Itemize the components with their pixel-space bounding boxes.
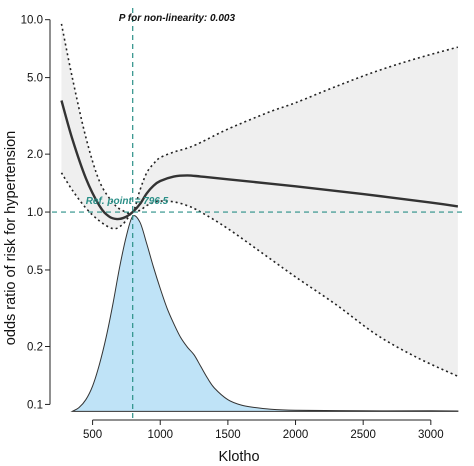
density-layer [70,215,459,412]
x-tick-label: 3000 [418,429,444,441]
ci-band [61,23,458,377]
line-layer [60,23,459,378]
x-tick-label: 1000 [147,429,173,441]
p-nonlinearity-label: P for non-linearity: 0.003 [119,13,236,24]
y-tick-label: 0.1 [27,399,43,411]
x-tick-label: 500 [83,429,102,441]
y-tick-label: 0.2 [27,342,43,354]
reference-layer [52,8,466,418]
upper-ci-line [60,23,459,215]
y-axis-title: odds ratio of risk for hypertension [3,131,19,345]
density-area [70,215,459,412]
x-tick-label: 2000 [283,429,309,441]
ref-point-label: Ref. point = 796.5 [86,196,169,207]
x-axis-title: Klotho [218,449,259,465]
text-layer: Klotho odds ratio of risk for hypertensi… [3,13,260,465]
y-tick-label: 5.0 [27,73,43,85]
y-tick-label: 0.5 [27,265,43,277]
y-tick-label: 1.0 [27,207,43,219]
odds-ratio-line [60,100,459,221]
lower-ci-line [60,172,459,378]
y-tick-label: 10.0 [21,15,43,27]
x-tick-label: 2500 [350,429,376,441]
ci-band-layer [61,23,458,377]
axes-layer: 0.1 0.2 0.5 1.0 2.0 5.0 10.0 500 1000 1500 2000 250… [21,15,444,441]
y-tick-label: 2.0 [27,149,43,161]
x-tick-label: 1500 [215,429,241,441]
